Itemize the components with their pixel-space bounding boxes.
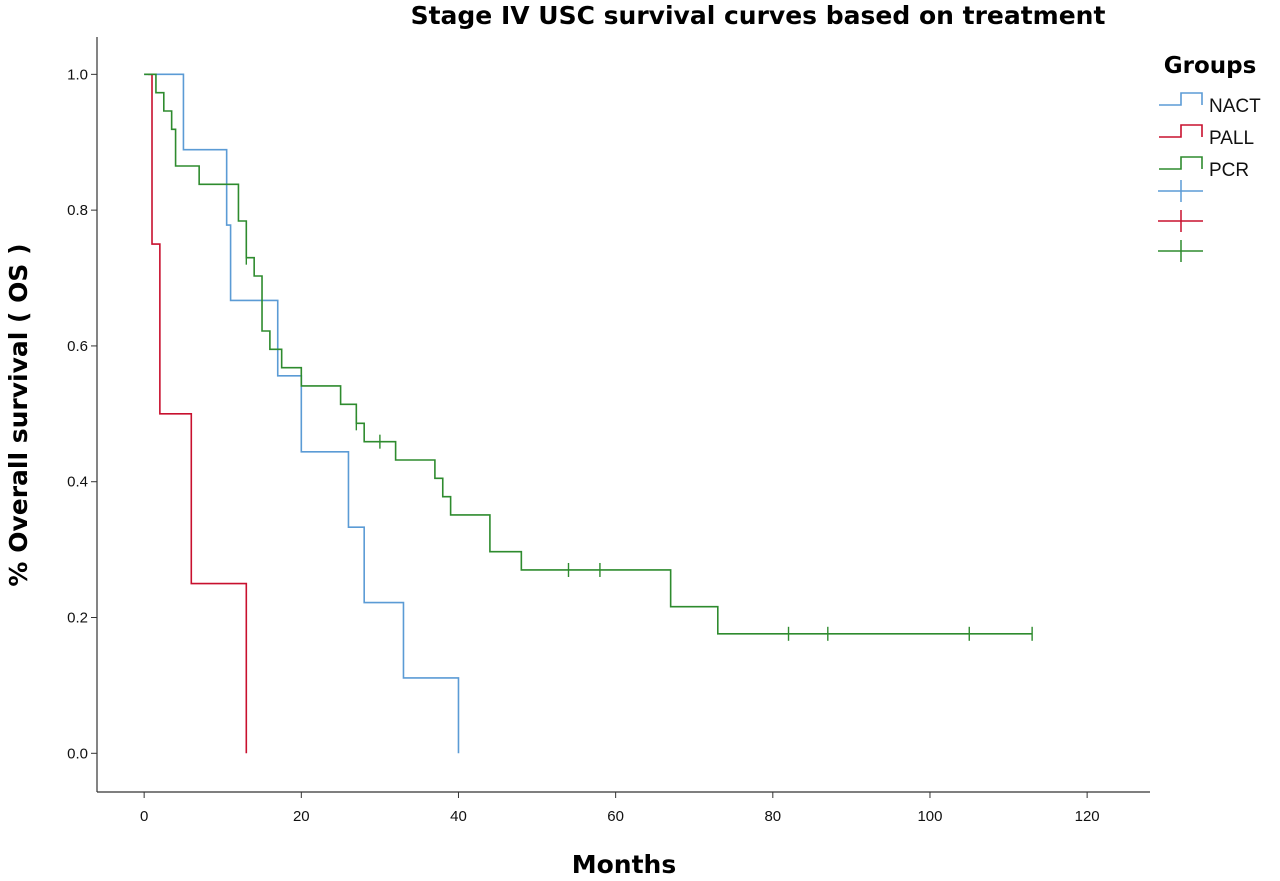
y-tick-label: 0.8 xyxy=(67,202,88,219)
axes xyxy=(96,37,1150,793)
chart-title: Stage IV USC survival curves based on tr… xyxy=(411,1,1106,30)
y-tick-label: 1.0 xyxy=(67,66,88,83)
legend-swatch xyxy=(1159,124,1203,138)
y-tick-label: 0.0 xyxy=(67,745,88,762)
y-axis-title: % Overall survival ( OS ) xyxy=(4,243,33,586)
y-tick-label: 0.2 xyxy=(67,610,88,627)
legend-title: Groups xyxy=(1164,53,1257,79)
x-tick-label: 100 xyxy=(917,808,942,825)
y-tick-label: 0.4 xyxy=(67,474,88,491)
legend-censor-pcr xyxy=(1158,240,1203,262)
legend-censor-nact xyxy=(1158,180,1203,202)
x-tick-label: 60 xyxy=(607,808,624,825)
legend-item-nact: NACT xyxy=(1159,92,1261,117)
x-axis-title: Months xyxy=(572,850,676,879)
legend-swatch xyxy=(1159,156,1203,170)
ticks: 0 20 40 60 80 100 120 0.0 0.2 0.4 0.6 0.8 1.0 xyxy=(67,66,1100,825)
x-tick-label: 0 xyxy=(140,808,148,825)
y-tick-label: 0.6 xyxy=(67,338,88,355)
legend-item-pcr: PCR xyxy=(1159,156,1249,181)
legend-label: PALL xyxy=(1209,128,1254,149)
x-tick-label: 40 xyxy=(450,808,467,825)
legend-label: PCR xyxy=(1209,160,1249,181)
legend-label: NACT xyxy=(1209,96,1261,117)
x-tick-label: 120 xyxy=(1075,808,1100,825)
legend-item-pall: PALL xyxy=(1159,124,1254,149)
series-line-pcr xyxy=(144,73,1033,635)
legend-swatch xyxy=(1159,92,1203,106)
legend-censor-pall xyxy=(1158,210,1203,232)
x-tick-label: 20 xyxy=(293,808,310,825)
legend: Groups NACT PALL PCR xyxy=(1158,53,1261,262)
series-line-pall xyxy=(148,73,248,754)
x-tick-label: 80 xyxy=(764,808,781,825)
series-group xyxy=(144,73,1033,754)
